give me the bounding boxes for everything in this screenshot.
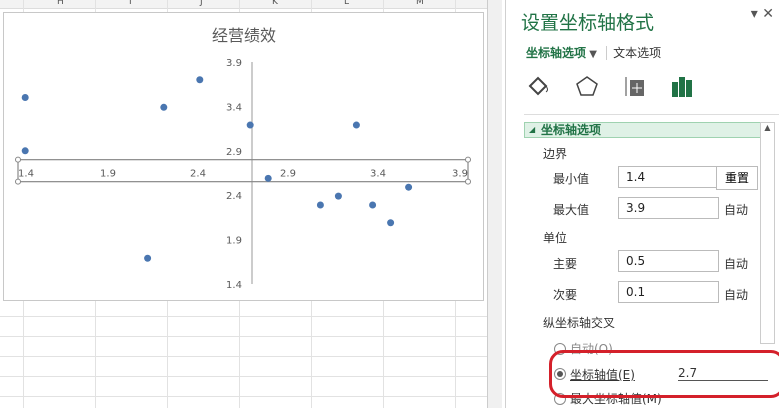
data-point [387, 219, 395, 227]
x-tick-label: 3.9 [452, 169, 468, 180]
selection-handle [465, 178, 471, 185]
column-header[interactable]: J [200, 0, 203, 7]
y-tick-label: 2.9 [226, 147, 242, 158]
selection-handle [15, 156, 21, 163]
data-point [264, 174, 272, 182]
tab-text-options[interactable]: 文本选项 [606, 46, 662, 60]
effects-pentagon-icon[interactable] [574, 74, 600, 98]
x-tick-label: 1.9 [100, 169, 116, 180]
section-axis-options[interactable]: ◢ 坐标轴选项 [524, 122, 774, 138]
vertical-scrollbar[interactable] [487, 0, 502, 408]
max-label: 最大值 [553, 203, 590, 217]
dropdown-icon[interactable]: ▼ [586, 49, 601, 60]
red-annotation-outline [549, 350, 779, 398]
selection-handle [15, 178, 21, 185]
data-point [160, 103, 168, 111]
fill-line-icon[interactable] [526, 74, 552, 98]
max-auto-label: 自动 [724, 203, 749, 217]
data-point [316, 201, 324, 209]
x-tick-label: 2.4 [190, 169, 206, 180]
panel-title: 设置坐标轴格式 [521, 12, 655, 34]
bounds-label: 边界 [543, 147, 568, 161]
column-headers: H I J K L M [0, 0, 490, 9]
x-tick-label: 2.9 [280, 169, 296, 180]
data-point [196, 76, 204, 84]
column-header[interactable]: M [416, 0, 424, 7]
size-properties-icon[interactable] [622, 74, 648, 98]
major-auto-label: 自动 [724, 257, 749, 271]
collapse-icon: ◢ [529, 125, 536, 134]
column-header[interactable]: K [272, 0, 278, 7]
selection-handle [465, 156, 471, 163]
data-point [21, 94, 29, 102]
radio-axis-value-label: 坐标轴值(E) [570, 368, 635, 382]
y-tick-label: 1.9 [226, 236, 242, 247]
x-tick-label: 3.4 [370, 169, 386, 180]
column-header[interactable]: L [344, 0, 350, 7]
data-point [369, 201, 377, 209]
axis-options-bar-icon[interactable] [670, 74, 696, 98]
y-tick-label: 1.4 [226, 280, 242, 291]
radio-axis-value[interactable] [554, 368, 566, 380]
column-header[interactable]: I [129, 0, 132, 7]
major-label: 主要 [553, 257, 578, 271]
axis-value-input[interactable]: 2.7 [678, 366, 768, 381]
chart-title[interactable]: 经营绩效 [212, 26, 276, 45]
horizontal-axis-selection[interactable] [17, 159, 469, 183]
y-tick-label: 3.9 [226, 58, 242, 69]
units-label: 单位 [543, 231, 568, 245]
data-point [352, 121, 360, 129]
vertical-axis-cross-label: 纵坐标轴交叉 [543, 316, 616, 330]
minor-label: 次要 [553, 288, 578, 302]
y-tick-label: 3.4 [226, 102, 242, 113]
data-point [334, 192, 342, 200]
minor-auto-label: 自动 [724, 288, 749, 302]
minor-input[interactable]: 0.1 [618, 281, 719, 303]
max-input[interactable]: 3.9 [618, 197, 719, 219]
major-input[interactable]: 0.5 [618, 250, 719, 272]
data-point [246, 121, 254, 129]
min-label: 最小值 [553, 172, 590, 186]
reset-button[interactable]: 重置 [716, 166, 758, 190]
close-icon[interactable]: ▾ ✕ [750, 6, 774, 22]
data-point [405, 183, 413, 191]
panel-scrollbar[interactable]: ▲ [760, 122, 775, 344]
tab-axis-options[interactable]: 坐标轴选项 [526, 46, 587, 60]
column-header[interactable]: H [57, 0, 64, 7]
y-tick-label: 2.4 [226, 191, 242, 202]
x-tick-label: 1.4 [18, 169, 34, 180]
scatter-chart[interactable]: 经营绩效 1.4 1.9 2.4 2.9 3.4 3.9 3.9 3.4 2.9 2.4 1.9 1.… [3, 12, 484, 301]
data-point [144, 254, 152, 262]
data-point [21, 147, 29, 155]
format-axis-panel: 设置坐标轴格式 ▾ ✕ 坐标轴选项 ▼ 文本选项 ◢ 坐标轴选项 边界 最小值 1… [505, 0, 779, 408]
chart-plot: 经营绩效 1.4 1.9 2.4 2.9 3.4 3.9 3.9 3.4 2.9 2.4 1.9 1.… [15, 26, 471, 291]
min-input[interactable]: 1.4 [618, 166, 719, 188]
spreadsheet: H I J K L M 经营绩效 1.4 1.9 2.4 2.9 3.4 3.9 3.9 3.… [0, 0, 490, 408]
